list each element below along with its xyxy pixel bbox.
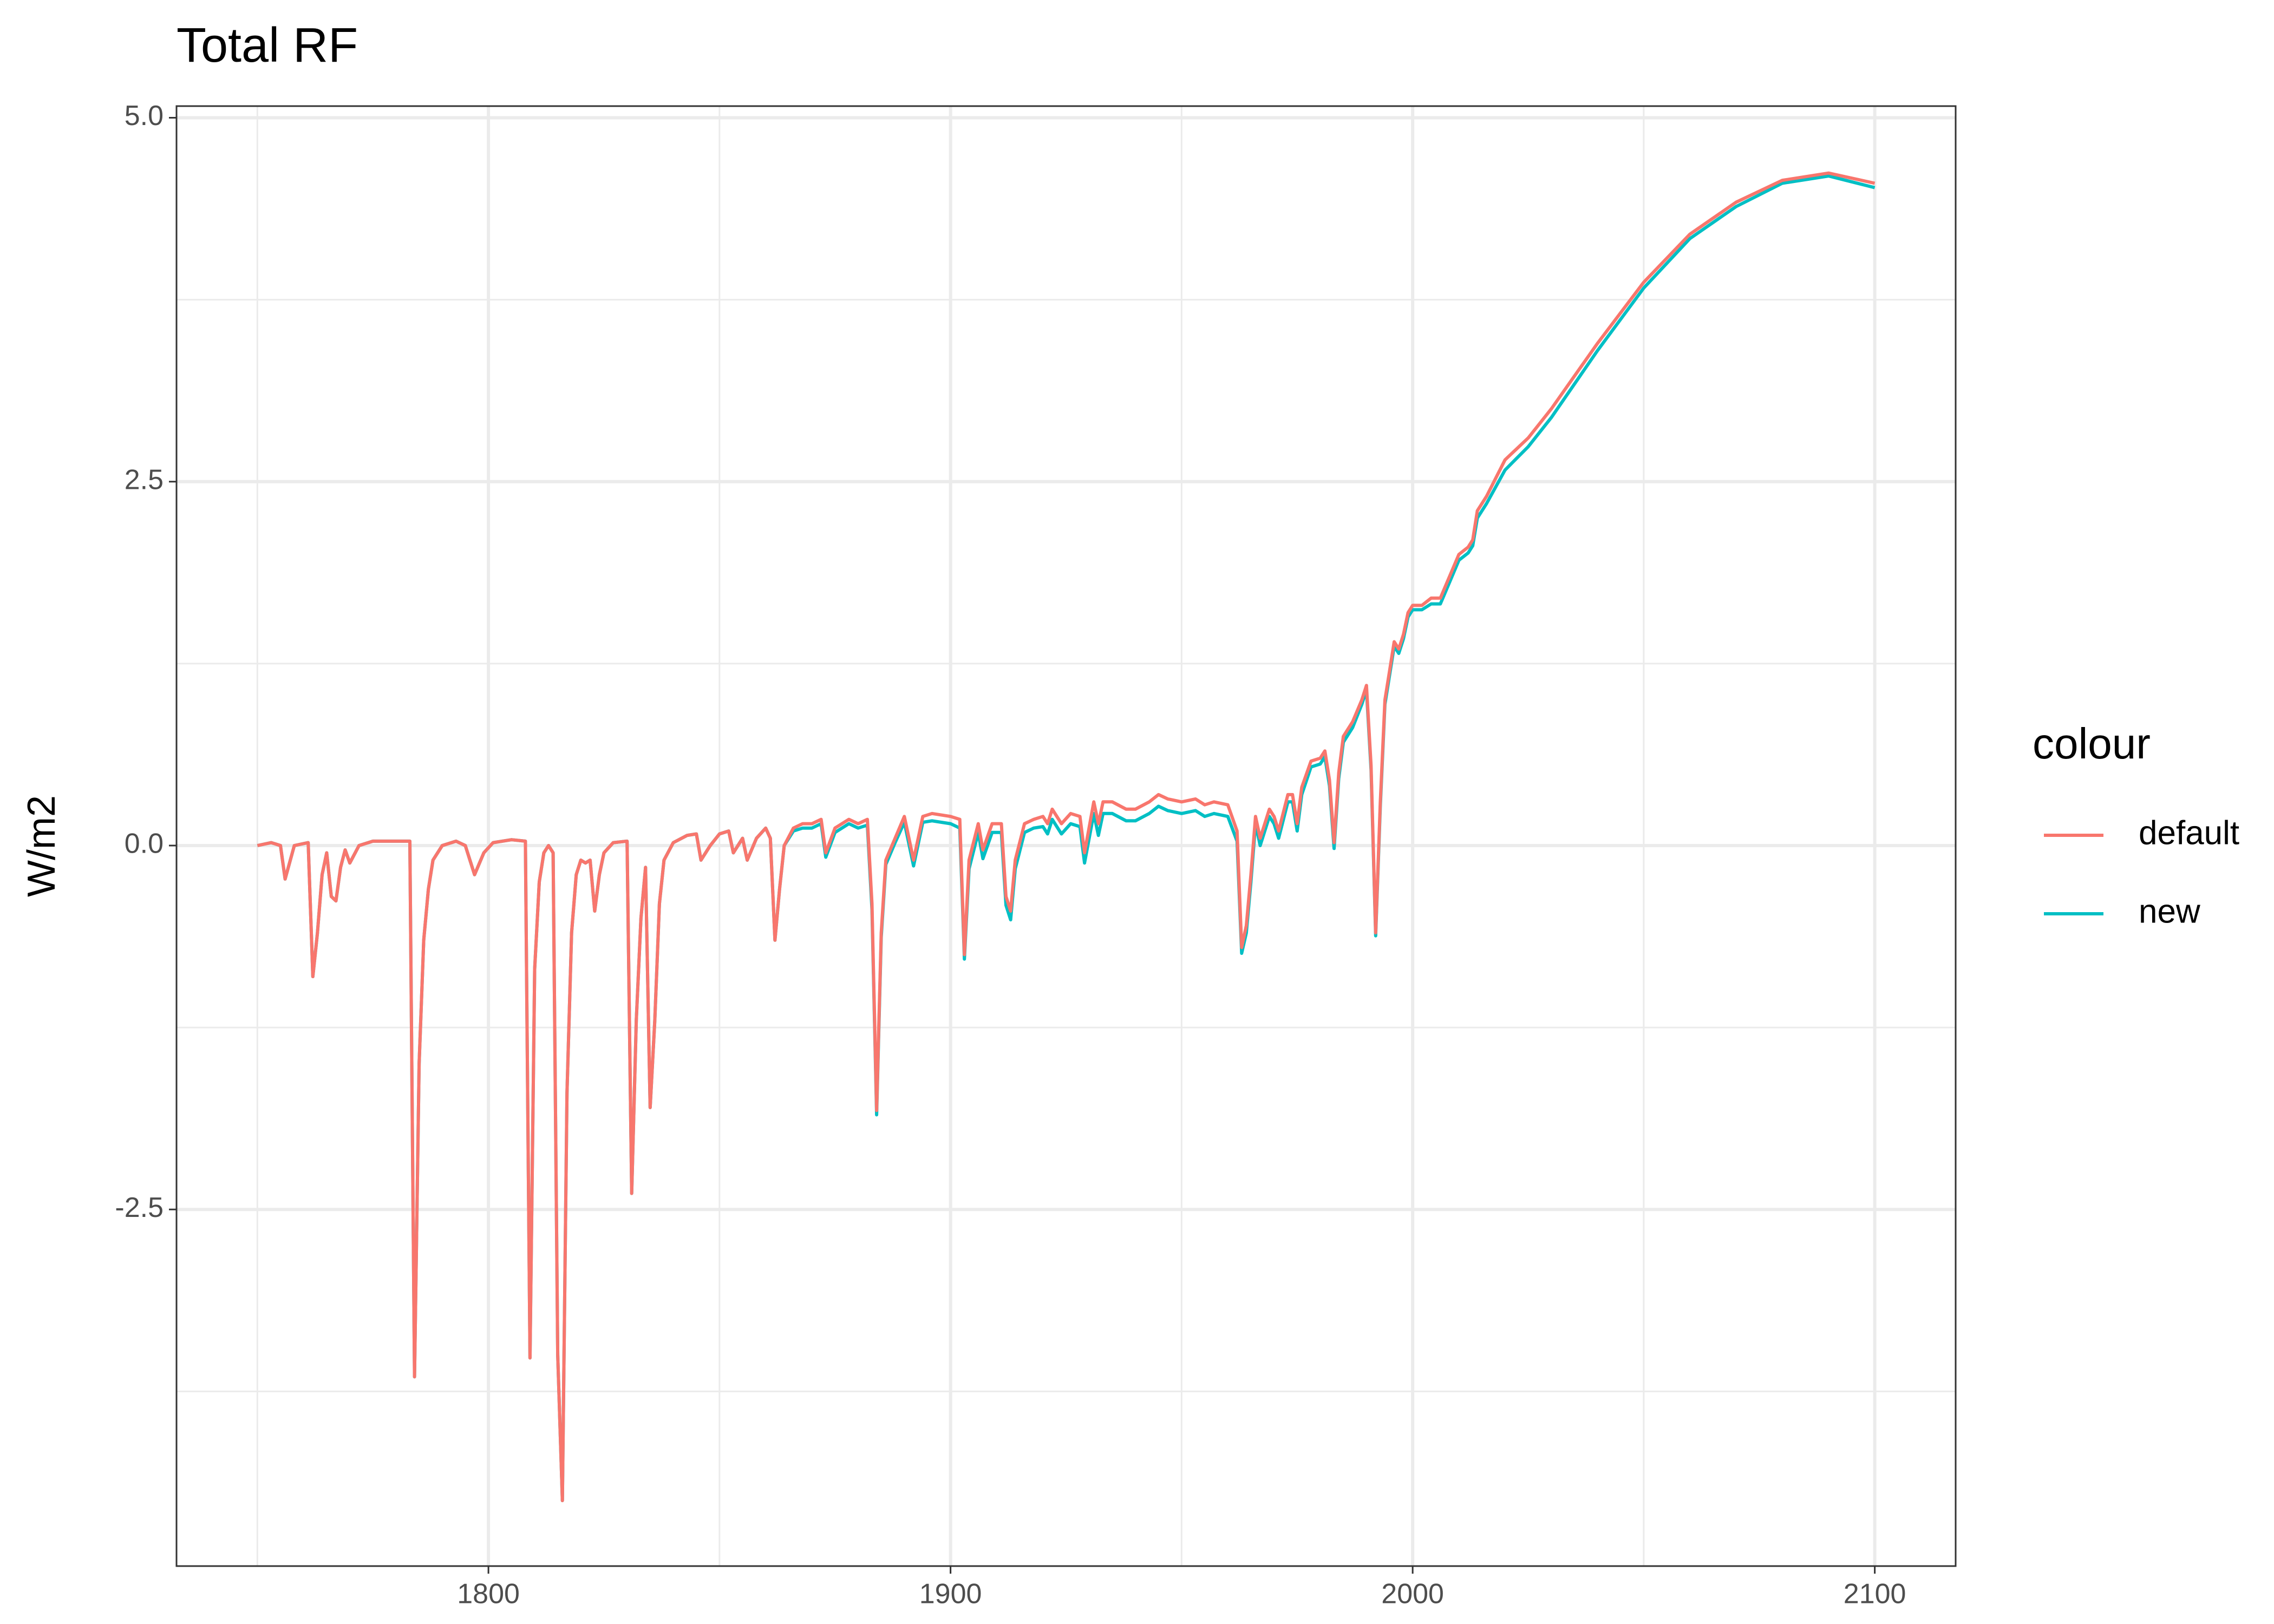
y-tick-label: 0.0 [125,828,164,860]
y-tick-label: -2.5 [115,1192,164,1223]
legend-label: new [2139,893,2200,930]
x-tick-label: 2100 [1844,1579,1906,1610]
legend-label: default [2139,814,2239,852]
y-tick-label: 2.5 [125,464,164,495]
x-tick-label: 1900 [919,1579,982,1610]
chart-title: Total RF [177,18,358,73]
panel-border [175,105,1957,1567]
y-tick-label: 5.0 [125,100,164,132]
x-tick-label: 1800 [457,1579,520,1610]
line [257,171,1876,1502]
legend-title: colour [2033,719,2151,768]
y-axis-label: W/m2 [20,795,63,897]
x-tick-label: 2000 [1381,1579,1444,1610]
